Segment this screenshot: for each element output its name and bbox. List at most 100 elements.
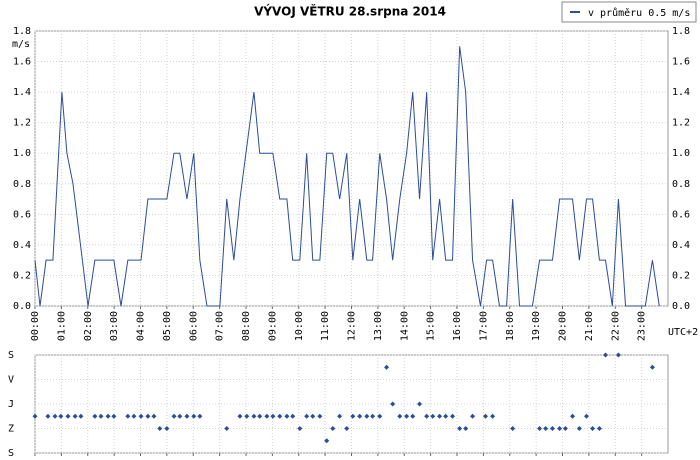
x-tick-label: 20:00 [558,311,569,341]
point [251,413,257,419]
y-tick-label: Z [8,424,14,435]
y-tick-label: 0.4 [13,240,31,251]
y-tick-label: 0.0 [13,301,31,312]
y-tick-label: 0.2 [13,270,31,281]
point [602,352,608,358]
point [584,413,590,419]
x-tick-label: 10:00 [294,311,305,341]
point [470,413,476,419]
y-tick-label: 1.0 [13,148,31,159]
point [257,413,263,419]
y-tick-label-right: 1.0 [672,148,690,159]
point [72,413,78,419]
y-tick-label-right: 0.4 [672,240,690,251]
series-line [34,46,660,307]
point [437,413,443,419]
point [111,413,117,419]
point [450,413,456,419]
x-tick-label: 08:00 [241,311,252,341]
point [596,426,602,431]
x-tick-label: 12:00 [347,311,358,341]
point [457,426,463,431]
point [410,413,416,419]
chart-title: VÝVOJ VĚTRU 28.srpna 2014 [254,4,446,19]
x-tick-label: 16:00 [452,311,463,341]
x-tick-label: 17:00 [478,311,489,341]
point [510,426,516,431]
point [344,426,350,431]
point [562,426,568,431]
point [184,413,190,419]
point [138,413,144,419]
point [377,413,383,419]
point [264,413,270,419]
y-tick-label: 0.6 [13,209,31,220]
x-tick-label: 00:00 [30,311,41,341]
point [615,352,621,358]
y-tick-label: 0.8 [13,179,31,190]
point [237,413,243,419]
point [304,413,310,419]
point [404,413,410,419]
y-tick-label: 1.4 [13,87,31,98]
x-tick-label: 14:00 [399,311,410,341]
x-tick-label: 11:00 [320,311,331,341]
y-tick-label-right: 1.4 [672,87,690,98]
point [284,413,290,419]
x-tick-label: 09:00 [267,311,278,341]
point [125,413,131,419]
y-tick-label: 1.6 [13,57,31,68]
point [164,426,170,431]
x-tick-label: 19:00 [531,311,542,341]
point [171,413,177,419]
y-tick-label: V [8,375,14,386]
y-tick-label-right: 0.0 [672,301,690,312]
point [390,401,396,407]
point [45,413,51,419]
x-tick-label: 05:00 [162,311,173,341]
point [590,426,596,431]
point [324,438,330,444]
y-tick-label: 1.2 [13,118,31,129]
x-tick-label: 18:00 [505,311,516,341]
point [131,413,137,419]
point [197,413,203,419]
point [58,413,64,419]
y-tick-label-right: 0.6 [672,209,690,220]
x-tick-label: 13:00 [373,311,384,341]
point [337,413,343,419]
point [482,413,488,419]
y-axis-label: m/s [12,39,30,50]
legend-label: v průměru 0.5 m/s [588,7,690,19]
x-tick-label: 01:00 [56,311,67,341]
point [310,413,316,419]
x-tick-label: 07:00 [215,311,226,341]
point [543,426,549,431]
x-tick-label: 06:00 [188,311,199,341]
point [52,413,58,419]
point [151,413,157,419]
point [177,413,183,419]
point [65,413,71,419]
point [145,413,151,419]
point [537,426,543,431]
x-tick-label: 23:00 [637,311,648,341]
y-tick-label-right: 0.8 [672,179,690,190]
point [463,426,469,431]
y-tick-label-right: 0.2 [672,270,690,281]
point [649,364,655,370]
plot-area [34,30,669,307]
y-tick-label: 1.8 [13,26,31,37]
y-tick-label: J [8,399,14,410]
point [397,413,403,419]
point [330,426,336,431]
point [417,401,423,407]
x-tick-label: 21:00 [584,311,595,341]
point [224,426,230,431]
point [576,426,582,431]
y-tick-label-right: 1.2 [672,118,690,129]
point [277,413,283,419]
legend-box [561,1,697,23]
y-tick-label-right: 1.6 [672,57,690,68]
